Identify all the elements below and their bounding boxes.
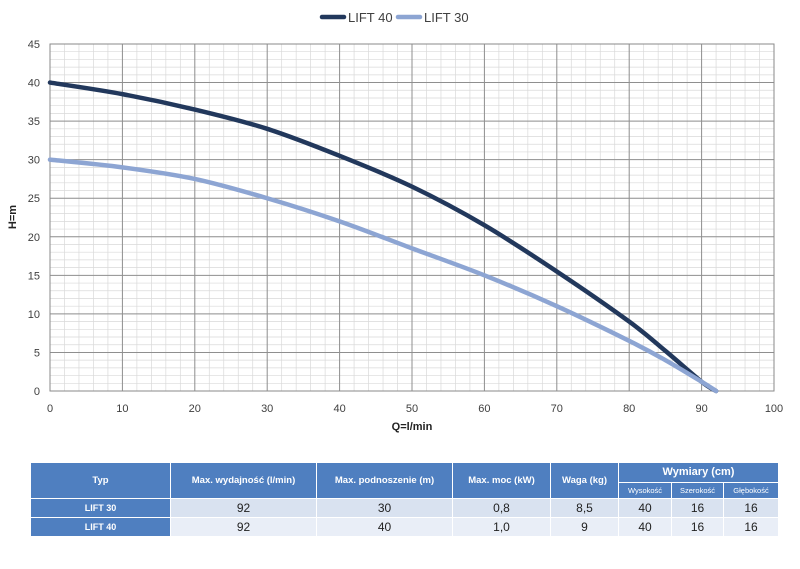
chart-legend: LIFT 40 LIFT 30 (319, 10, 469, 25)
pump-spec-table: Typ Max. wydajność (l/min) Max. podnosze… (30, 462, 779, 537)
y-tick-label: 0 (34, 386, 40, 398)
header-depth: Głębokość (723, 481, 779, 500)
depth-cell: 16 (723, 498, 779, 518)
legend-label-lift-30: LIFT 30 (424, 10, 469, 25)
x-tick-label: 90 (695, 403, 707, 415)
x-tick-label: 60 (478, 403, 490, 415)
y-tick-label: 5 (34, 347, 40, 359)
lift-30-curve (47, 157, 719, 394)
y-axis-ticks: 0 5 10 15 20 25 30 35 40 45 (28, 39, 40, 398)
row-type-cell: LIFT 30 (30, 498, 171, 518)
header-width: Szerokość (671, 481, 724, 500)
legend-label-lift-40: LIFT 40 (348, 10, 393, 25)
major-gridlines (49, 43, 775, 392)
x-tick-label: 30 (261, 403, 273, 415)
weight-cell: 9 (550, 517, 619, 537)
lift-40-curve (47, 80, 719, 394)
header-max-flow: Max. wydajność (l/min) (170, 462, 317, 499)
y-tick-label: 45 (28, 39, 40, 51)
y-axis-title: H=m (7, 205, 19, 229)
x-tick-label: 100 (765, 403, 783, 415)
x-tick-label: 10 (116, 403, 128, 415)
x-tick-label: 0 (47, 403, 53, 415)
y-tick-label: 30 (28, 155, 40, 167)
header-max-head: Max. podnoszenie (m) (316, 462, 453, 499)
width-cell: 16 (671, 498, 724, 518)
x-tick-label: 20 (189, 403, 201, 415)
table-row: LIFT 40 92 40 1,0 9 40 16 16 (30, 517, 779, 537)
flow-cell: 92 (170, 498, 317, 518)
header-typ: Typ (30, 462, 171, 499)
x-tick-label: 50 (406, 403, 418, 415)
y-tick-label: 10 (28, 309, 40, 321)
x-tick-label: 80 (623, 403, 635, 415)
depth-cell: 16 (723, 517, 779, 537)
power-cell: 1,0 (452, 517, 551, 537)
y-tick-label: 40 (28, 78, 40, 90)
plot-area-border (49, 43, 775, 392)
height-cell: 40 (618, 517, 672, 537)
y-tick-label: 15 (28, 270, 40, 282)
x-tick-label: 70 (551, 403, 563, 415)
row-type-cell: LIFT 40 (30, 517, 171, 537)
y-tick-label: 20 (28, 232, 40, 244)
header-dimensions: Wymiary (cm) (618, 462, 779, 483)
x-tick-label: 40 (333, 403, 345, 415)
width-cell: 16 (671, 517, 724, 537)
flow-cell: 92 (170, 517, 317, 537)
header-max-power: Max. moc (kW) (452, 462, 551, 499)
series-layer (47, 80, 719, 394)
table-row: LIFT 30 92 30 0,8 8,5 40 16 16 (30, 498, 779, 518)
head-cell: 40 (316, 517, 453, 537)
power-cell: 0,8 (452, 498, 551, 518)
header-weight: Waga (kg) (550, 462, 619, 499)
x-axis-ticks: 0 10 20 30 40 50 60 70 80 90 100 (47, 403, 783, 415)
head-cell: 30 (316, 498, 453, 518)
height-cell: 40 (618, 498, 672, 518)
y-tick-label: 25 (28, 193, 40, 205)
y-tick-label: 35 (28, 116, 40, 128)
pump-curve-chart: LIFT 40 LIFT 30 0 10 20 30 40 50 60 70 80 90 100 0 5… (7, 10, 783, 433)
header-height: Wysokość (618, 481, 672, 500)
weight-cell: 8,5 (550, 498, 619, 518)
x-axis-title: Q=l/min (392, 421, 433, 433)
